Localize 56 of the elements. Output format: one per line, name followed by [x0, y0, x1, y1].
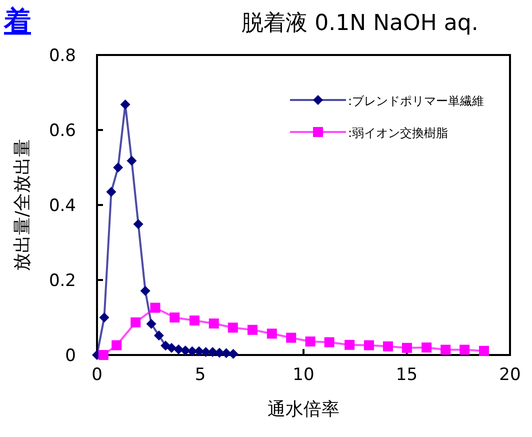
point: [187, 346, 198, 356]
point: [478, 346, 489, 356]
point: [422, 342, 432, 352]
point: [221, 348, 232, 358]
x-tick-label: 10: [292, 365, 314, 385]
point: [266, 328, 277, 339]
point: [140, 286, 150, 296]
point: [99, 312, 110, 322]
point: [112, 340, 122, 350]
x-tick-label: 20: [499, 365, 521, 385]
point: [228, 348, 238, 359]
point: [166, 342, 177, 353]
point: [150, 302, 160, 313]
y-tick-label: 0: [65, 346, 76, 366]
point: [189, 316, 200, 326]
point: [247, 324, 258, 335]
point: [106, 186, 116, 197]
point: [324, 337, 334, 348]
point: [214, 348, 224, 358]
point: [382, 341, 393, 352]
y-tick-label: 0.6: [48, 121, 76, 141]
text: 着: [3, 6, 31, 37]
y-axis-title: 放出量/全放出量: [12, 138, 33, 272]
point: [98, 350, 108, 360]
legend-label: :ブレンドポリマー単繊維: [348, 94, 484, 108]
point: [228, 322, 238, 333]
point: [305, 336, 316, 346]
point: [194, 346, 204, 356]
legend-label: :弱イオン交換樹脂: [348, 126, 448, 140]
point: [174, 344, 184, 354]
point: [344, 340, 355, 350]
point: [402, 342, 412, 353]
point: [208, 347, 218, 357]
point: [208, 318, 219, 328]
y-tick-label: 0.8: [48, 46, 76, 66]
x-axis-title: 通水倍率: [268, 399, 340, 420]
chart-title: 脱着液 0.1N NaOH aq.: [242, 11, 478, 36]
point: [440, 344, 451, 355]
point: [180, 346, 190, 356]
point: [286, 332, 296, 343]
x-tick-label: 15: [396, 365, 418, 385]
point: [120, 100, 130, 110]
point: [130, 317, 141, 328]
point: [146, 318, 156, 329]
point: [170, 312, 180, 322]
x-tick-label: 0: [92, 365, 102, 385]
y-tick-label: 0.2: [48, 271, 76, 291]
y-tick-label: 0.4: [48, 196, 76, 216]
point: [113, 162, 124, 172]
point: [133, 219, 144, 230]
point: [460, 344, 470, 355]
point: [154, 330, 164, 340]
x-tick-label: 5: [194, 365, 206, 385]
point: [126, 156, 137, 166]
point: [200, 347, 211, 357]
point: [364, 340, 374, 350]
